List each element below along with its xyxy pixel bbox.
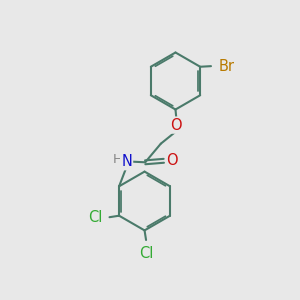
Text: Cl: Cl — [88, 210, 102, 225]
Text: N: N — [121, 154, 132, 169]
Text: Cl: Cl — [139, 246, 153, 261]
Text: Br: Br — [218, 59, 234, 74]
Text: O: O — [167, 153, 178, 168]
Text: O: O — [171, 118, 182, 133]
Text: H: H — [113, 153, 122, 166]
